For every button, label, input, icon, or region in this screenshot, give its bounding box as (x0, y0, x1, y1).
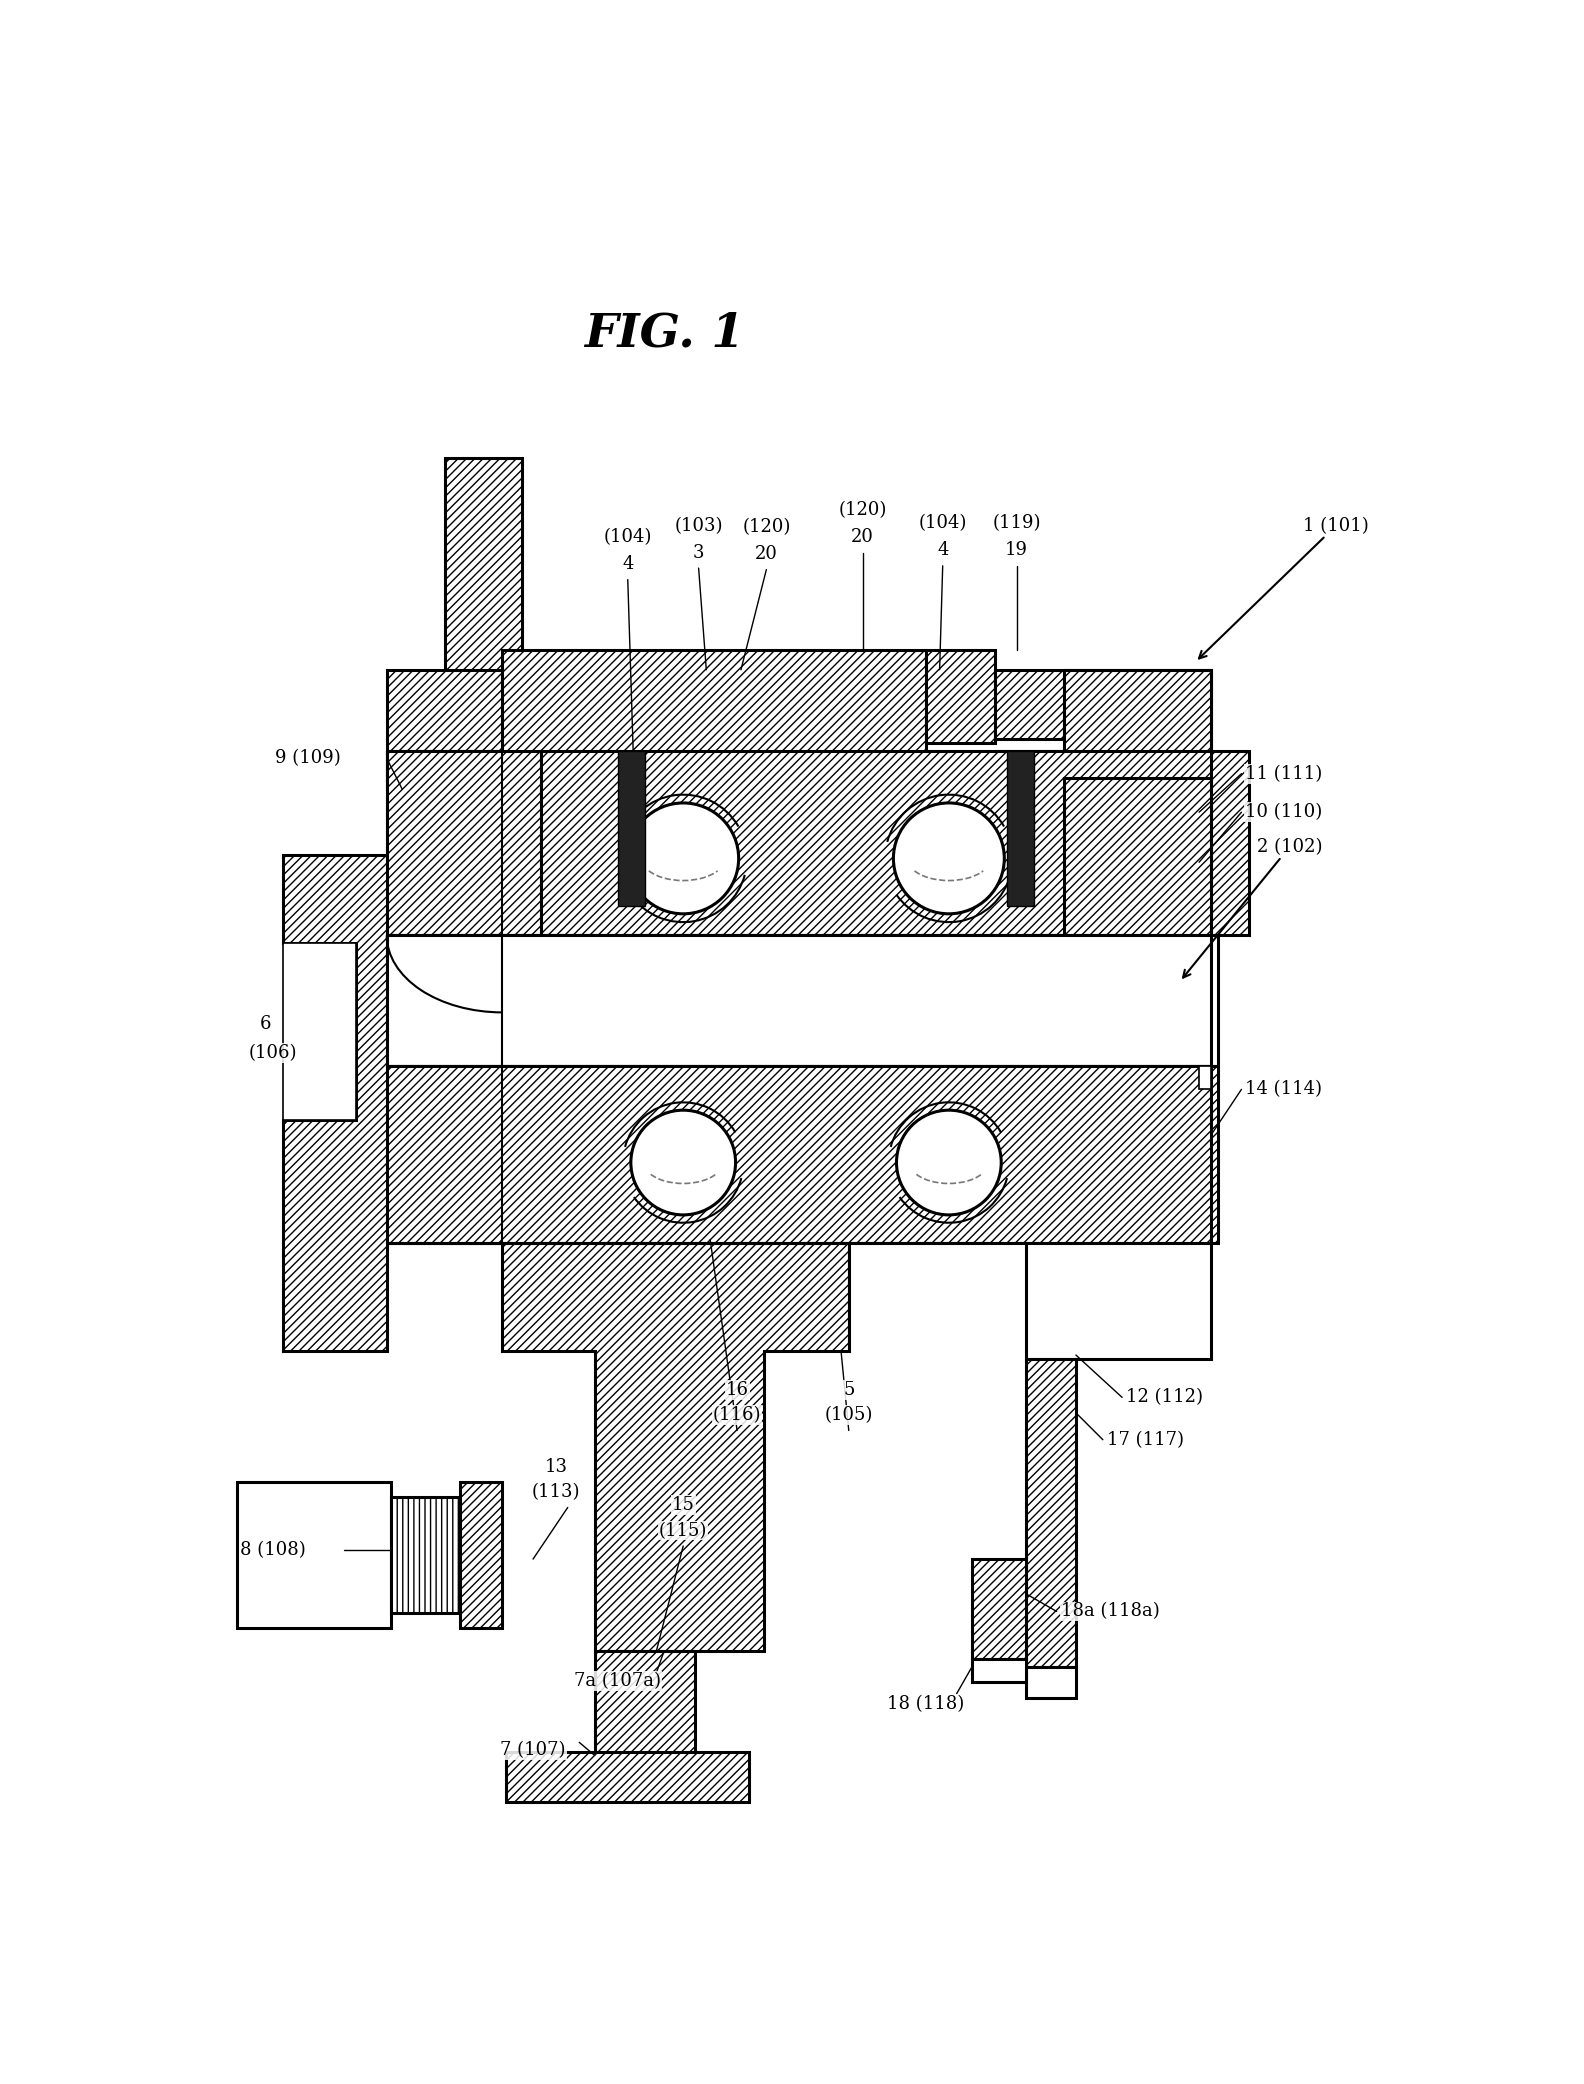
Bar (236, 1482, 391, 1628)
Text: 6: 6 (260, 1015, 271, 1034)
Circle shape (897, 1111, 1001, 1215)
Text: (119): (119) (992, 515, 1041, 531)
Text: FIG. 1: FIG. 1 (584, 311, 744, 356)
Bar (540, 750, 1250, 936)
Text: 5: 5 (843, 1382, 854, 1398)
Polygon shape (502, 1244, 849, 1651)
Text: (104): (104) (604, 527, 653, 546)
Text: 13: 13 (545, 1457, 567, 1475)
Text: 9 (109): 9 (109) (276, 750, 341, 767)
Text: 8 (108): 8 (108) (241, 1540, 306, 1559)
Circle shape (893, 802, 1004, 913)
Text: 17 (117): 17 (117) (1107, 1432, 1183, 1448)
Bar (386, 1067, 1218, 1244)
Bar (1064, 777, 1210, 1086)
Bar (459, 1482, 502, 1628)
Bar (1026, 1359, 1076, 1667)
Bar (386, 750, 540, 936)
Bar (973, 1559, 1026, 1659)
Text: (115): (115) (659, 1521, 708, 1540)
Bar (1064, 669, 1210, 777)
Bar (284, 944, 356, 1121)
Text: 11 (111): 11 (111) (1245, 765, 1323, 784)
Text: 19: 19 (1006, 542, 1028, 559)
Text: 20: 20 (756, 546, 778, 563)
Text: (103): (103) (675, 517, 722, 536)
Bar (925, 650, 995, 742)
Text: 1 (101): 1 (101) (1199, 517, 1369, 659)
Text: 12 (112): 12 (112) (1126, 1388, 1202, 1407)
Text: (120): (120) (743, 519, 790, 536)
Bar (995, 669, 1064, 740)
Text: 10 (110): 10 (110) (1245, 802, 1323, 821)
Text: 4: 4 (938, 542, 949, 559)
Text: 18 (118): 18 (118) (887, 1694, 965, 1713)
Polygon shape (1006, 750, 1033, 907)
Circle shape (627, 802, 738, 913)
Text: 7a (107a): 7a (107a) (575, 1671, 661, 1690)
Text: 2 (102): 2 (102) (1183, 838, 1323, 977)
Bar (973, 1659, 1026, 1682)
Text: 15: 15 (672, 1496, 695, 1515)
Text: (113): (113) (532, 1484, 580, 1500)
Polygon shape (618, 750, 645, 907)
Text: 20: 20 (851, 527, 874, 546)
Text: 7 (107): 7 (107) (501, 1740, 565, 1759)
Polygon shape (284, 750, 502, 1350)
Bar (391, 1498, 459, 1613)
Text: (120): (120) (838, 502, 887, 519)
Circle shape (630, 1111, 735, 1215)
Bar (594, 1651, 695, 1767)
Text: 16: 16 (725, 1382, 749, 1398)
Text: 18a (118a): 18a (118a) (1061, 1603, 1159, 1621)
Bar (1026, 1667, 1076, 1698)
Bar (507, 1751, 749, 1803)
Polygon shape (1199, 1067, 1210, 1090)
Text: 14 (114): 14 (114) (1245, 1080, 1323, 1098)
Bar (445, 458, 521, 742)
Text: (104): (104) (919, 515, 966, 531)
Text: 4: 4 (623, 554, 634, 573)
Bar (386, 936, 1218, 1067)
Text: 3: 3 (692, 544, 705, 563)
Text: (105): (105) (825, 1407, 873, 1423)
Text: (116): (116) (713, 1407, 762, 1423)
Bar (502, 650, 925, 786)
Bar (386, 669, 502, 786)
Text: (106): (106) (249, 1044, 296, 1063)
Bar (1026, 1244, 1210, 1359)
